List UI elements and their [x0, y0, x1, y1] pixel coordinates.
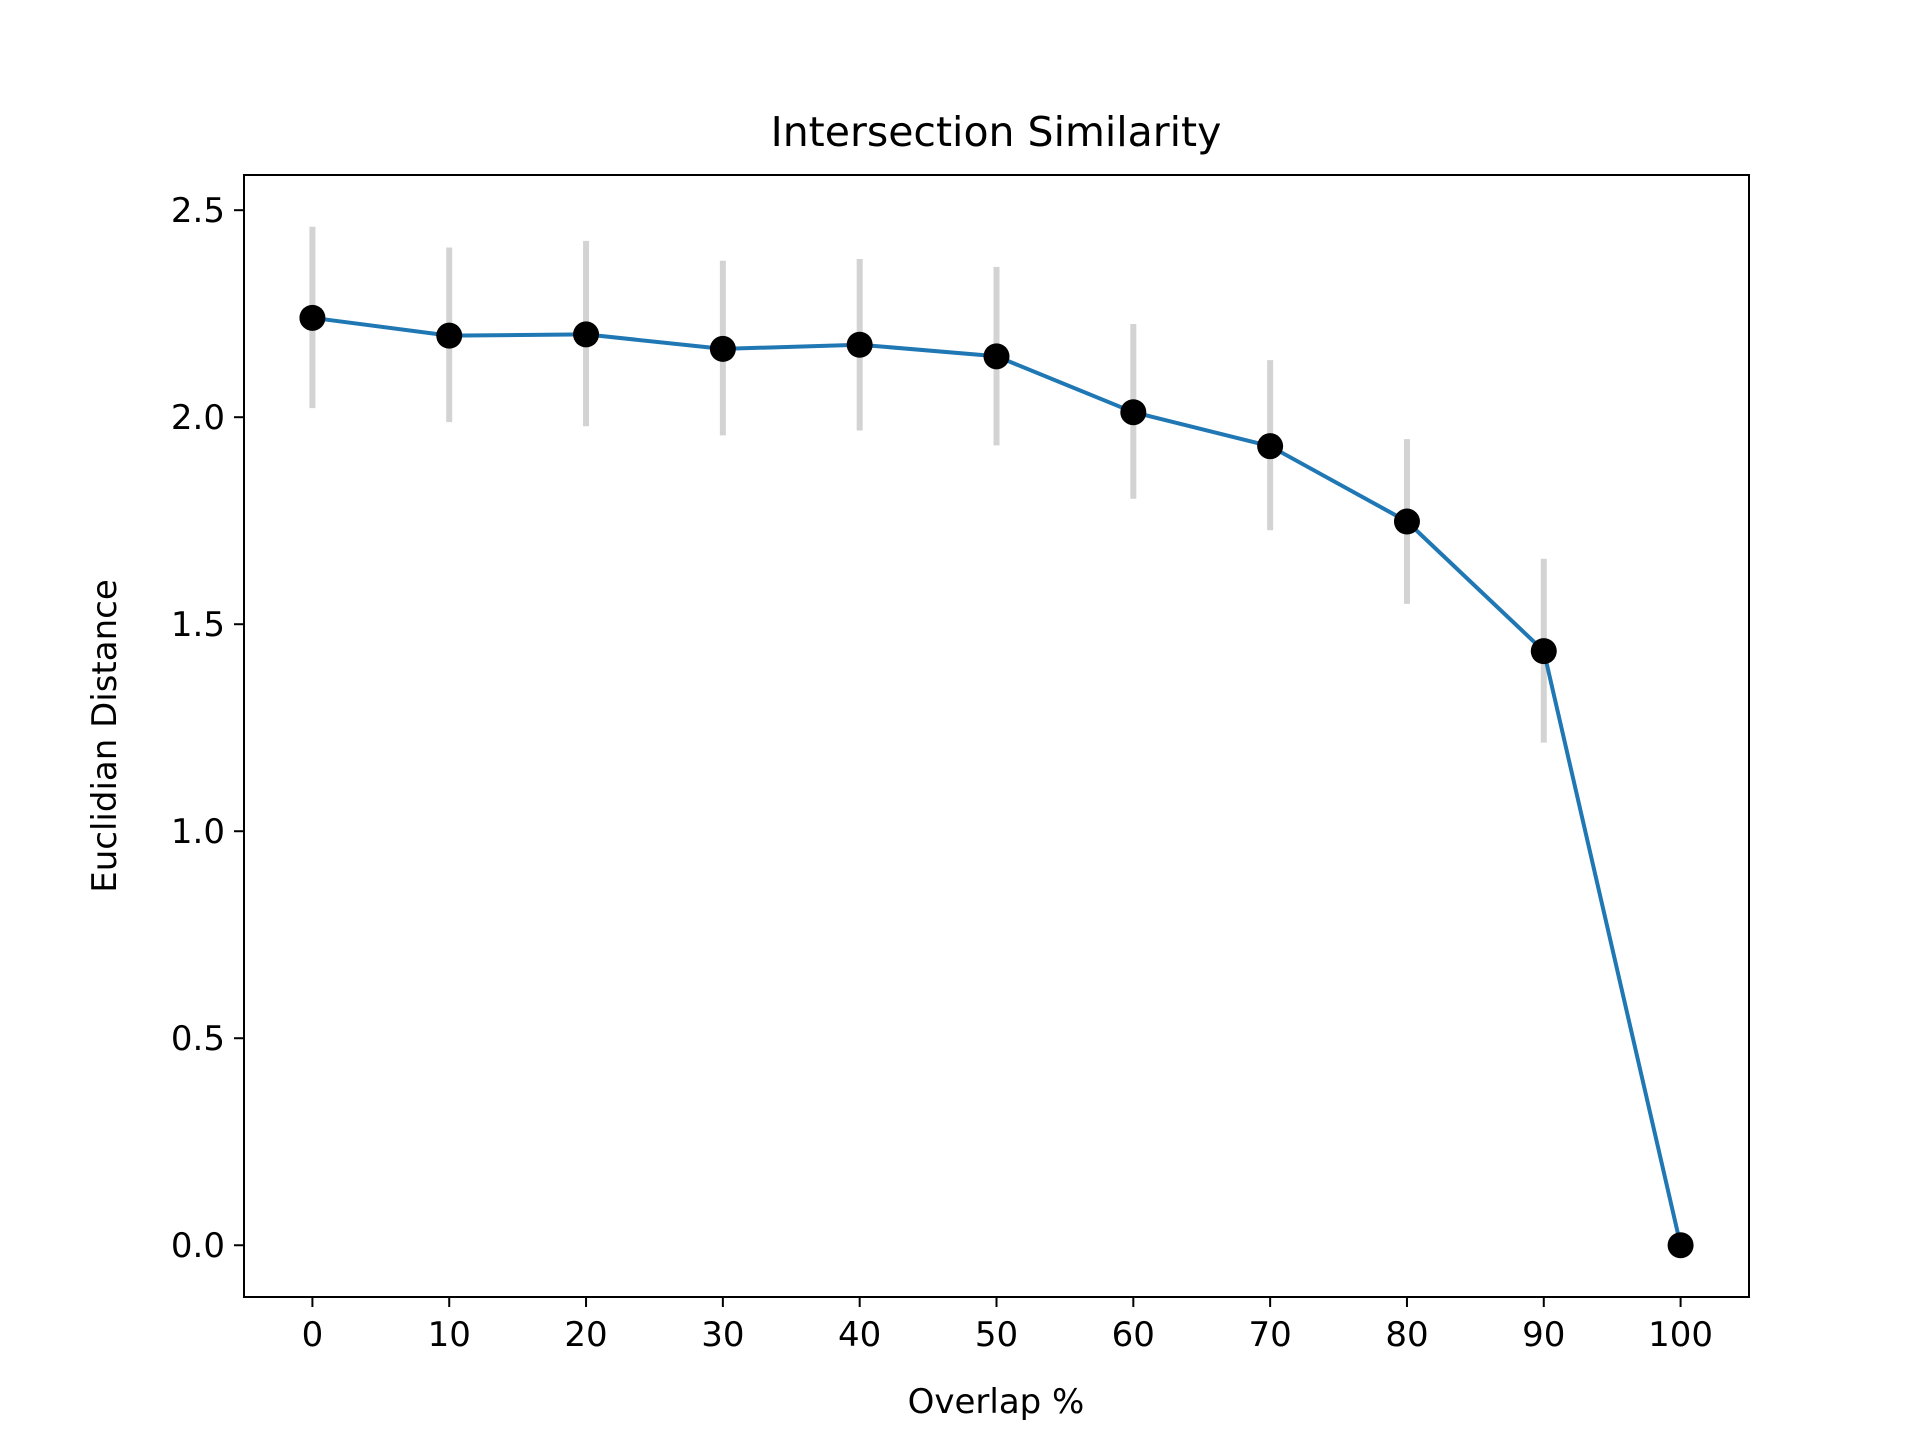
data-point [1530, 638, 1557, 665]
y-tick-label: 0.0 [171, 1226, 225, 1266]
x-tick-label: 90 [1522, 1315, 1565, 1355]
data-point [299, 304, 326, 331]
x-tick-label: 10 [428, 1315, 471, 1355]
x-axis-title: Overlap % [908, 1382, 1085, 1422]
y-tick-label: 1.0 [171, 812, 225, 852]
x-tick-label: 40 [838, 1315, 881, 1355]
chart-title: Intersection Similarity [771, 108, 1222, 156]
x-tick-label: 60 [1112, 1315, 1155, 1355]
x-tick-label: 50 [975, 1315, 1018, 1355]
data-point [709, 335, 736, 362]
y-tick-label: 2.5 [171, 191, 225, 231]
data-point [983, 343, 1010, 370]
x-tick-label: 20 [564, 1315, 607, 1355]
y-tick-label: 0.5 [171, 1019, 225, 1059]
data-point [573, 321, 600, 348]
x-tick-label: 30 [701, 1315, 744, 1355]
y-tick-label: 1.5 [171, 605, 225, 645]
x-tick-label: 70 [1249, 1315, 1292, 1355]
plot-area [299, 226, 1694, 1259]
data-point [1393, 508, 1420, 535]
data-point [436, 322, 463, 349]
data-point [846, 331, 873, 358]
data-point [1120, 399, 1147, 426]
x-tick-label: 100 [1648, 1315, 1713, 1355]
x-axis: 0 10 20 30 40 50 60 70 80 90 100 [302, 1297, 1713, 1355]
y-axis-title: Euclidian Distance [85, 579, 125, 893]
y-axis: 0.0 0.5 1.0 1.5 2.0 2.5 [171, 191, 244, 1266]
x-tick-label: 0 [302, 1315, 324, 1355]
data-point [1257, 433, 1284, 460]
data-point [1667, 1232, 1694, 1259]
x-tick-label: 80 [1385, 1315, 1428, 1355]
y-tick-label: 2.0 [171, 398, 225, 438]
